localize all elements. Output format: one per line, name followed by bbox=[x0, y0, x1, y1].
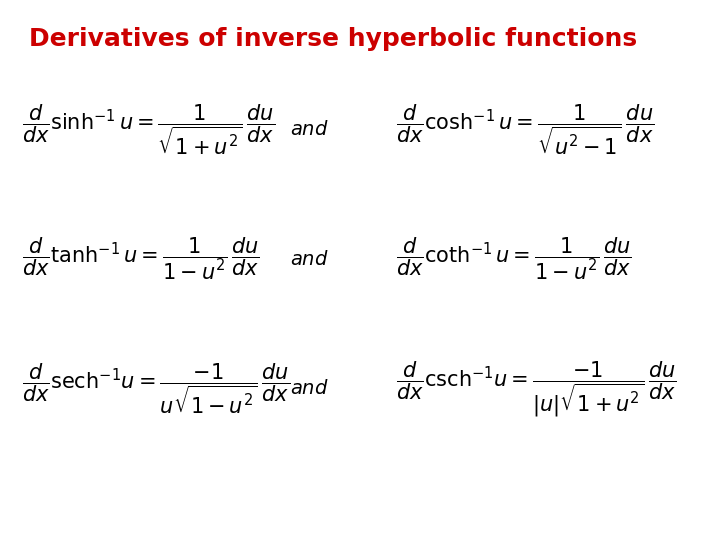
Text: Derivatives of inverse hyperbolic functions: Derivatives of inverse hyperbolic functi… bbox=[29, 27, 637, 51]
Text: $\dfrac{d}{dx}\cosh^{-1}u = \dfrac{1}{\sqrt{u^2-1}}\,\dfrac{du}{dx}$: $\dfrac{d}{dx}\cosh^{-1}u = \dfrac{1}{\s… bbox=[396, 103, 654, 157]
Text: $\dfrac{d}{dx}\tanh^{-1}u = \dfrac{1}{1-u^2}\,\dfrac{du}{dx}$: $\dfrac{d}{dx}\tanh^{-1}u = \dfrac{1}{1-… bbox=[22, 236, 259, 282]
Text: $\dfrac{d}{dx}\coth^{-1}u = \dfrac{1}{1-u^2}\,\dfrac{du}{dx}$: $\dfrac{d}{dx}\coth^{-1}u = \dfrac{1}{1-… bbox=[396, 236, 632, 282]
Text: $\mathit{and}$: $\mathit{and}$ bbox=[290, 249, 329, 269]
Text: $\mathit{and}$: $\mathit{and}$ bbox=[290, 379, 329, 399]
Text: $\dfrac{d}{dx}\sinh^{-1}u = \dfrac{1}{\sqrt{1+u^2}}\,\dfrac{du}{dx}$: $\dfrac{d}{dx}\sinh^{-1}u = \dfrac{1}{\s… bbox=[22, 103, 274, 157]
Text: $\dfrac{d}{dx}\mathrm{csch}^{-1}u = \dfrac{-1}{|u|\sqrt{1+u^2}}\,\dfrac{du}{dx}$: $\dfrac{d}{dx}\mathrm{csch}^{-1}u = \dfr… bbox=[396, 359, 677, 418]
Text: $\dfrac{d}{dx}\mathrm{sech}^{-1}u = \dfrac{-1}{u\sqrt{1-u^2}}\,\dfrac{du}{dx}$: $\dfrac{d}{dx}\mathrm{sech}^{-1}u = \dfr… bbox=[22, 361, 289, 416]
Text: $\mathit{and}$: $\mathit{and}$ bbox=[290, 120, 329, 139]
